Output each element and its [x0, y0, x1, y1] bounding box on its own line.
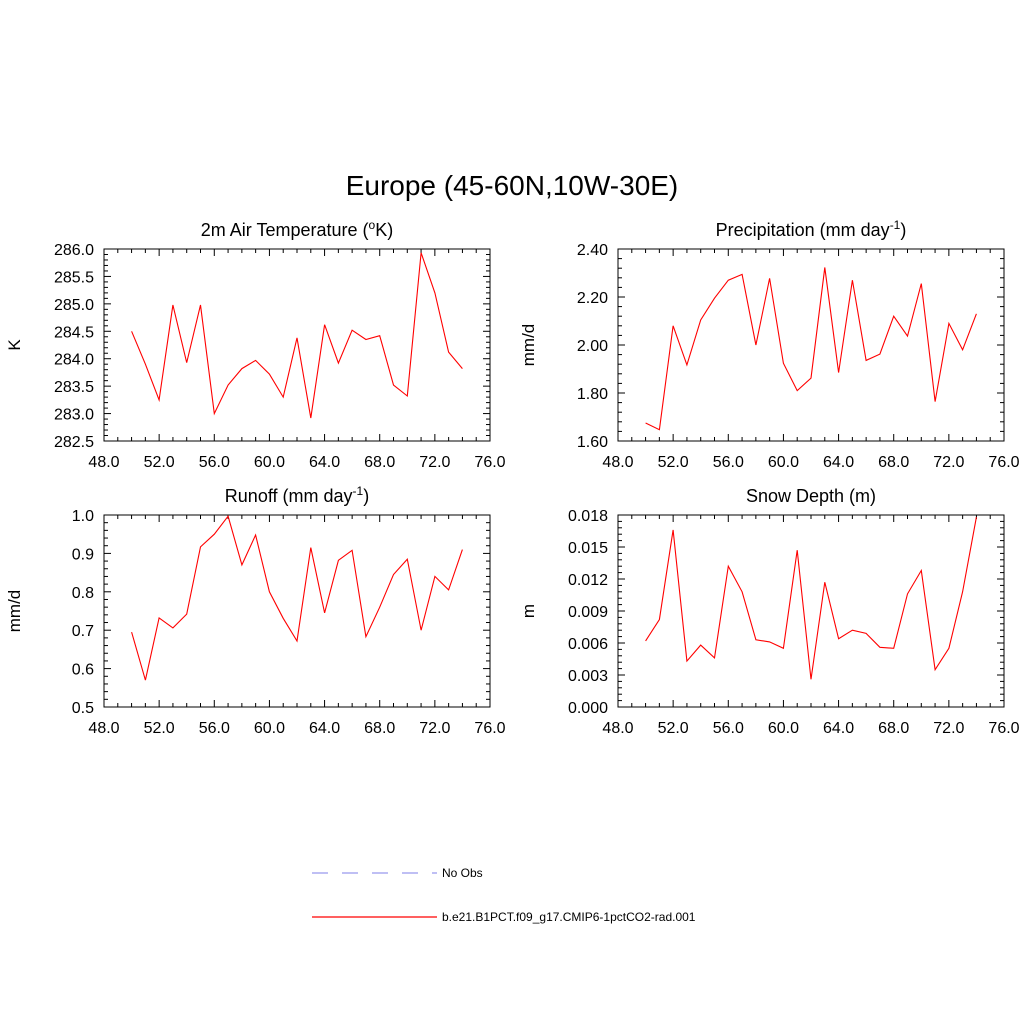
- panel-title-main: 2m Air Temperature (: [201, 220, 369, 240]
- x-tick-label: 64.0: [823, 454, 854, 471]
- y-tick-label: 1.80: [577, 386, 608, 403]
- y-tick-label: 0.7: [72, 623, 94, 640]
- panel-title-superscript: -1: [353, 484, 364, 498]
- x-tick-label: 64.0: [309, 720, 340, 737]
- x-tick-label: 52.0: [144, 720, 175, 737]
- x-tick-label: 52.0: [144, 454, 175, 471]
- panel-title: Runoff (mm day-1): [225, 484, 369, 506]
- x-tick-label: 76.0: [474, 720, 505, 737]
- x-tick-label: 68.0: [878, 454, 909, 471]
- series-line: [645, 267, 977, 431]
- y-tick-label: 0.006: [568, 636, 608, 653]
- x-tick-label: 76.0: [988, 720, 1019, 737]
- y-tick-label: 0.012: [568, 572, 608, 589]
- x-tick-label: 48.0: [88, 454, 119, 471]
- y-tick-label: 0.015: [568, 540, 608, 557]
- x-tick-label: 76.0: [474, 454, 505, 471]
- y-axis-label: m: [519, 604, 538, 618]
- panel-runoff: 48.0 52.0 56.0 60.0 64.0 68.0 72.0 76.0 0.5 0.6 0.…: [5, 484, 506, 737]
- x-tick-label: 56.0: [713, 454, 744, 471]
- panel-title: Precipitation (mm day-1): [716, 218, 907, 240]
- panel-title-main: Runoff (mm day: [225, 486, 353, 506]
- y-tick-label: 283.5: [54, 379, 94, 396]
- panels-group: 48.0 52.0 56.0 60.0 64.0 68.0 72.0 76.0 282.5 283…: [5, 218, 1020, 737]
- x-tick-label: 52.0: [658, 720, 689, 737]
- panel-title: Snow Depth (m): [746, 486, 876, 506]
- y-tick-label: 0.018: [568, 508, 608, 525]
- x-tick-label: 60.0: [768, 454, 799, 471]
- x-tick-label: 48.0: [602, 720, 633, 737]
- x-tick-label: 60.0: [768, 720, 799, 737]
- x-tick-label: 68.0: [364, 720, 395, 737]
- plot-frame: [103, 514, 491, 708]
- legend: No Obs b.e21.B1PCT.f09_g17.CMIP6-1pctCO2…: [312, 866, 696, 924]
- series-line: [131, 514, 463, 681]
- y-tick-label: 285.5: [54, 269, 94, 286]
- legend-obs-label: No Obs: [442, 866, 483, 880]
- panel-title-main: Precipitation (mm day: [716, 220, 890, 240]
- x-tick-label: 60.0: [254, 454, 285, 471]
- y-axis-label: mm/d: [5, 590, 24, 633]
- y-tick-label: 0.000: [568, 700, 608, 717]
- y-tick-label: 0.003: [568, 668, 608, 685]
- panel-title-superscript: o: [369, 218, 376, 232]
- panel-title-tail: K): [375, 220, 393, 240]
- y-tick-label: 283.0: [54, 407, 94, 424]
- x-tick-label: 64.0: [823, 720, 854, 737]
- x-tick-label: 56.0: [713, 720, 744, 737]
- y-tick-label: 0.009: [568, 604, 608, 621]
- x-tick-label: 68.0: [878, 720, 909, 737]
- y-tick-label: 0.8: [72, 585, 94, 602]
- x-tick-label: 48.0: [602, 454, 633, 471]
- x-tick-label: 76.0: [988, 454, 1019, 471]
- y-tick-label: 1.60: [577, 434, 608, 451]
- x-tick-label: 72.0: [933, 720, 964, 737]
- plot-frame: [103, 248, 491, 442]
- panel-title-tail: ): [900, 220, 906, 240]
- panel-snow-depth: 48.0 52.0 56.0 60.0 64.0 68.0 72.0 76.0 0.000 0.0…: [519, 486, 1020, 737]
- y-tick-label: 0.9: [72, 546, 94, 563]
- panel-precipitation: 48.0 52.0 56.0 60.0 64.0 68.0 72.0 76.0 1.60 1.80…: [519, 218, 1020, 471]
- x-tick-label: 60.0: [254, 720, 285, 737]
- y-tick-label: 2.40: [577, 242, 608, 259]
- x-tick-label: 56.0: [199, 720, 230, 737]
- panel-temperature: 48.0 52.0 56.0 60.0 64.0 68.0 72.0 76.0 282.5 283…: [5, 218, 506, 471]
- y-tick-label: 285.0: [54, 297, 94, 314]
- panel-title-main: Snow Depth (m): [746, 486, 876, 506]
- y-tick-label: 284.0: [54, 352, 94, 369]
- y-tick-label: 286.0: [54, 242, 94, 259]
- y-axis-label: mm/d: [519, 324, 538, 367]
- legend-model-label: b.e21.B1PCT.f09_g17.CMIP6-1pctCO2-rad.00…: [442, 910, 696, 924]
- x-tick-label: 72.0: [933, 454, 964, 471]
- y-axis-label: K: [5, 339, 24, 351]
- y-tick-label: 284.5: [54, 324, 94, 341]
- plot-frame: [617, 248, 1005, 442]
- y-tick-label: 282.5: [54, 434, 94, 451]
- y-tick-label: 2.20: [577, 290, 608, 307]
- y-tick-label: 2.00: [577, 338, 608, 355]
- x-tick-label: 64.0: [309, 454, 340, 471]
- y-tick-label: 1.0: [72, 508, 94, 525]
- y-tick-label: 0.5: [72, 700, 94, 717]
- x-tick-label: 72.0: [419, 454, 450, 471]
- x-tick-label: 56.0: [199, 454, 230, 471]
- series-line: [131, 252, 463, 419]
- x-tick-label: 68.0: [364, 454, 395, 471]
- panel-title: 2m Air Temperature (oK): [201, 218, 393, 240]
- page-title: Europe (45-60N,10W-30E): [346, 170, 679, 201]
- series-line: [645, 517, 977, 680]
- panel-title-tail: ): [363, 486, 369, 506]
- x-tick-label: 48.0: [88, 720, 119, 737]
- x-tick-label: 72.0: [419, 720, 450, 737]
- x-tick-label: 52.0: [658, 454, 689, 471]
- panel-title-superscript: -1: [890, 218, 901, 232]
- y-tick-label: 0.6: [72, 662, 94, 679]
